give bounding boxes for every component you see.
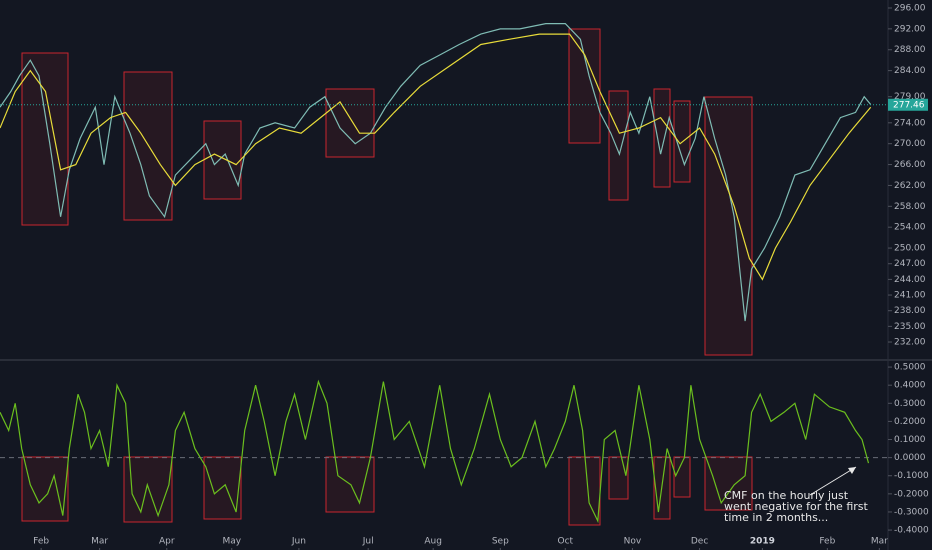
y-tick-label: -0.4000 <box>894 526 929 536</box>
highlight-box <box>203 120 242 200</box>
y-tick-label: 0.5000 <box>894 363 926 373</box>
y-tick-label: 288.00 <box>894 45 926 55</box>
x-tick-label: Dec <box>691 537 708 547</box>
y-tick-label: 284.00 <box>894 66 926 76</box>
highlight-box <box>608 456 629 500</box>
x-tick-label: Apr <box>159 537 175 547</box>
y-tick-label: 0.0000 <box>894 453 926 463</box>
x-tick-label: 2019 <box>750 537 775 547</box>
y-tick-label: -0.3000 <box>894 507 929 517</box>
highlight-box <box>568 28 601 144</box>
y-tick-label: 254.00 <box>894 223 926 233</box>
y-tick-label: -0.1000 <box>894 471 929 481</box>
highlight-box <box>123 71 173 221</box>
y-tick-label: 238.00 <box>894 306 926 316</box>
y-tick-label: 250.00 <box>894 244 926 254</box>
x-tick-label: May <box>222 537 241 547</box>
y-tick-label: 262.00 <box>894 181 926 191</box>
x-tick-label: Mar <box>91 537 108 547</box>
x-tick-label: Jun <box>291 537 306 547</box>
y-tick-label: 0.3000 <box>894 399 926 409</box>
x-tick-label: Mar <box>871 537 888 547</box>
x-tick-label: Feb <box>33 537 49 547</box>
series-line <box>0 379 870 524</box>
highlight-box <box>21 52 69 226</box>
y-tick-label: 279.00 <box>894 92 926 102</box>
y-tick-label: 274.00 <box>894 118 926 128</box>
annotation: CMF on the hourly just went negative for… <box>724 489 868 524</box>
y-tick-label: 244.00 <box>894 275 926 285</box>
series-line <box>0 23 872 322</box>
y-tick-label: -0.2000 <box>894 489 929 499</box>
y-tick-label: 270.00 <box>894 139 926 149</box>
y-tick-label: 0.4000 <box>894 381 926 391</box>
y-tick-label: 247.00 <box>894 259 926 269</box>
x-tick-label: Jul <box>362 537 374 547</box>
last-price-tag <box>888 98 928 111</box>
axis-panel <box>888 0 932 550</box>
x-tick-label: Oct <box>558 537 574 547</box>
highlight-boxes <box>21 28 753 526</box>
highlight-box <box>704 456 753 511</box>
highlight-box <box>325 88 375 158</box>
arrow-head <box>848 467 856 474</box>
last-price-label: 277.46 <box>893 100 925 110</box>
y-tick-label: 241.00 <box>894 291 926 301</box>
y-tick-label: 235.00 <box>894 322 926 332</box>
y-tick-label: 232.00 <box>894 338 926 348</box>
highlight-box <box>673 456 691 498</box>
y-tick-label: 266.00 <box>894 160 926 170</box>
highlight-box <box>608 90 629 201</box>
y-tick-label: 0.2000 <box>894 417 926 427</box>
y-tick-label: 258.00 <box>894 202 926 212</box>
y-tick-label: 296.00 <box>894 3 926 13</box>
x-tick-label: Sep <box>492 537 509 547</box>
highlight-box <box>21 456 69 522</box>
x-tick-label: Aug <box>424 537 442 547</box>
x-tick-label: Nov <box>624 537 642 547</box>
y-tick-label: 0.1000 <box>894 435 926 445</box>
annotation-arrow <box>809 466 857 496</box>
x-tick-label: Feb <box>819 537 835 547</box>
y-tick-label: 292.00 <box>894 24 926 34</box>
highlight-box <box>653 88 671 188</box>
series-line <box>0 33 872 281</box>
